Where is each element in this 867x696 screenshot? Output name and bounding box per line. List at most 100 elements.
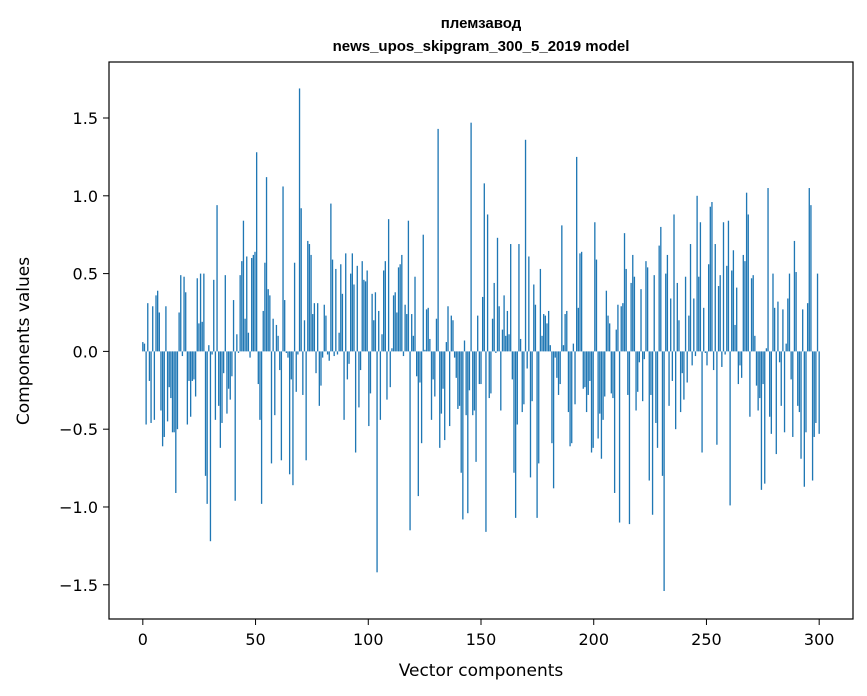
bar [397,267,400,352]
bar [147,303,149,352]
bar [293,262,296,352]
bar [449,351,451,427]
bar [816,273,819,352]
bar [569,351,571,447]
bar [602,351,604,420]
bar [386,351,388,400]
bar [531,351,533,402]
bar [785,343,787,352]
bar [811,351,814,481]
bar [244,318,246,352]
bar [726,265,728,352]
bar [675,351,677,430]
bar [450,315,452,352]
bar [208,345,210,352]
bar [661,351,664,476]
bar [252,254,255,352]
bar [638,351,641,363]
bar [275,324,278,352]
bar [607,315,609,352]
bar [610,351,612,394]
bar [155,295,157,352]
bar [463,340,466,352]
bar [401,254,403,352]
bar [157,290,159,352]
bar [594,222,596,352]
bar [486,214,489,352]
bar [633,276,636,352]
bar [683,351,685,400]
bar [259,351,261,420]
bar [533,284,535,352]
bar [590,351,593,453]
bar [612,351,614,399]
bar [480,351,482,385]
bar [510,244,512,352]
bar [221,351,223,423]
bar [615,329,617,352]
x-tick-label: 50 [245,630,265,649]
bar [409,351,411,531]
bar [231,351,233,377]
bar [288,351,291,475]
bar [442,351,444,389]
bar [300,208,302,352]
bar [392,295,395,352]
bar [495,351,497,353]
bar [557,351,560,395]
bar [810,205,812,352]
y-axis-label: Components values [14,257,34,425]
bar [229,351,231,400]
bar [589,351,591,381]
y-tick-label: −1.5 [59,576,98,595]
bar [744,261,746,352]
bar [264,262,266,352]
bar [272,318,274,352]
bar [760,351,763,490]
bar [455,351,457,378]
bar [745,192,748,352]
bar [143,343,146,352]
bar [203,273,205,352]
bar [199,273,202,352]
bar [592,351,594,448]
bar [521,351,523,413]
bar [770,351,772,434]
bar [218,351,220,406]
bar [330,203,332,352]
bar [815,351,817,423]
bar [396,312,398,352]
bar [627,351,629,395]
x-tick-label: 300 [804,630,835,649]
bar [374,292,377,352]
bar [764,351,766,484]
bar [582,351,584,389]
bar [802,309,804,352]
bar [326,351,329,355]
bar [435,318,438,352]
bar [645,261,647,352]
bar [214,351,217,420]
bar [302,351,304,395]
bar [778,351,781,363]
bar [287,351,289,358]
bar [251,258,253,352]
bar [424,349,426,352]
bar [359,351,362,371]
bar [566,310,568,352]
bar [620,306,622,352]
bar [722,222,725,352]
bar [797,351,799,406]
bar [204,351,207,476]
bar [404,304,406,352]
bar [290,351,292,380]
bar [308,244,311,352]
bar [307,240,309,352]
bar [519,338,522,352]
x-tick-label: 0 [138,630,148,649]
bar [637,351,639,392]
bar [783,351,786,433]
bar [333,351,335,357]
bar [485,351,487,532]
